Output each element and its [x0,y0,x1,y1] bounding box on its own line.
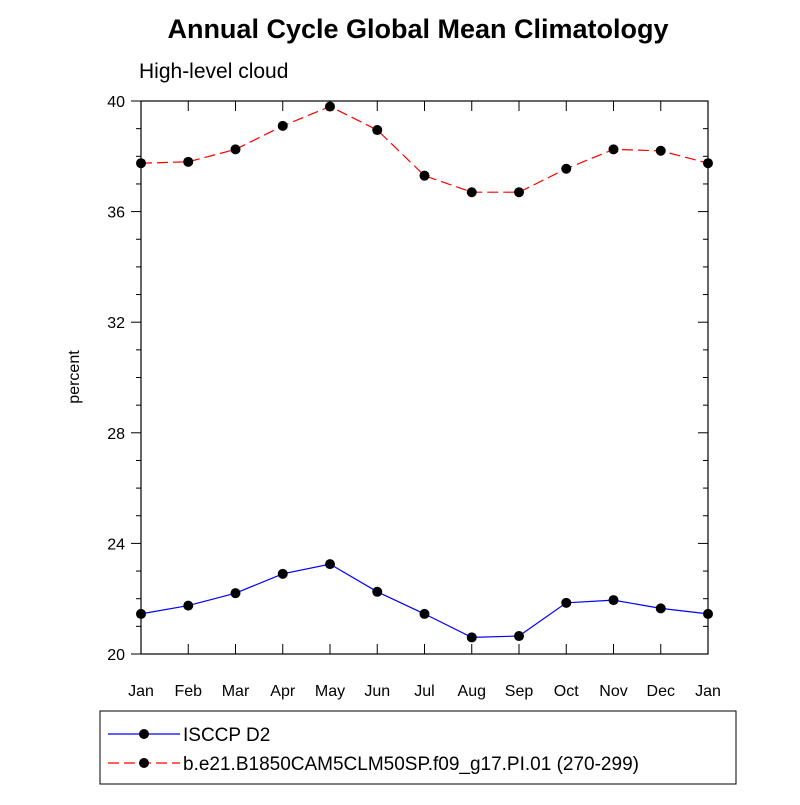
x-tick-label: Feb [174,683,202,700]
y-tick-label: 20 [107,647,125,664]
chart-subtitle: High-level cloud [139,60,288,83]
y-tick-label: 40 [107,94,125,111]
series-0-point [183,600,194,611]
legend-label-0: ISCCP D2 [183,725,270,746]
series-0-point [514,631,524,642]
series-0-point [466,632,477,643]
x-tick-label: Jan [695,683,721,700]
series-1-point [183,156,194,167]
series-1-point [655,145,666,156]
y-axis-label: percent [66,350,83,404]
y-tick-label: 36 [107,205,125,222]
series-1-point [419,170,430,181]
x-tick-label: Oct [554,683,579,700]
series-0-point [608,595,619,606]
series-0-point [561,597,572,608]
series-1-point [466,187,477,198]
series-0-point [372,586,383,597]
x-tick-label: Nov [599,683,627,700]
series-1-point [514,187,524,198]
x-tick-label: Apr [270,683,296,700]
series-0-point [419,608,430,619]
x-tick-label: May [315,683,345,700]
legend-marker-0 [139,729,149,739]
series-1-point [277,120,288,131]
x-tick-label: Aug [458,683,486,700]
legend-label-1: b.e21.B1850CAM5CLM50SP.f09_g17.PI.01 (27… [183,754,639,775]
x-tick-label: Jan [128,683,154,700]
series-line-0 [140,563,709,639]
legend-marker-1 [139,758,149,768]
series-0-point [325,559,335,570]
series-1-point [325,101,335,112]
series-1-point [561,163,572,174]
y-tick-labels: 20 24 28 32 36 40 [107,94,125,664]
x-tick-label: Sep [505,683,534,700]
series-1-point [608,144,619,155]
y-tick-label: 24 [107,536,125,553]
chart-title: Annual Cycle Global Mean Climatology [167,14,668,44]
series-0-point [655,603,666,614]
y-tick-label: 28 [107,426,125,443]
x-tick-label: Jul [414,683,434,700]
series-layer [136,101,713,643]
plot-frame [140,100,709,655]
x-tick-label: Mar [222,683,250,700]
x-tick-label: Dec [647,683,675,700]
series-0-point [277,568,288,579]
series-1-point [230,144,241,155]
legend [99,710,737,785]
y-tick-label: 32 [107,315,125,332]
series-0-point [230,588,241,599]
x-tick-labels: Jan Feb Mar Apr May Jun Jul Aug Sep Oct Nov Dec Jan [128,683,721,700]
x-tick-label: Jun [364,683,390,700]
series-1-point [372,125,383,136]
legend-entries: ISCCP D2 b.e21.B1850CAM5CLM50SP.f09_g17.P… [108,725,639,775]
axes-ticks [131,100,709,655]
